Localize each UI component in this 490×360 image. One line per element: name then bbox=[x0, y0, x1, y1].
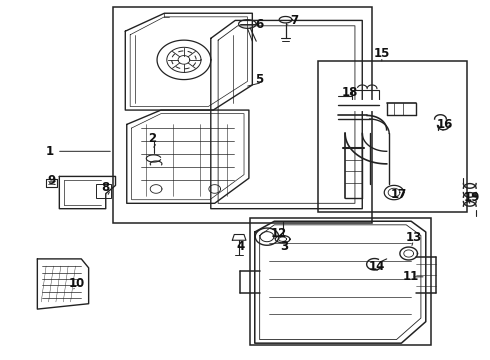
Bar bbox=[352, 90, 379, 101]
Bar bbox=[96, 184, 111, 198]
Text: 5: 5 bbox=[255, 73, 264, 86]
Text: 8: 8 bbox=[101, 181, 110, 194]
Text: 13: 13 bbox=[405, 231, 422, 244]
Text: 4: 4 bbox=[236, 240, 244, 253]
Text: 15: 15 bbox=[373, 47, 390, 60]
Text: 17: 17 bbox=[391, 188, 407, 201]
Text: 6: 6 bbox=[255, 18, 264, 31]
Bar bbox=[113, 7, 372, 223]
Text: 3: 3 bbox=[280, 240, 288, 253]
Text: 14: 14 bbox=[369, 260, 385, 273]
Text: 18: 18 bbox=[342, 86, 358, 99]
Text: 12: 12 bbox=[271, 227, 287, 240]
Text: 1: 1 bbox=[46, 145, 53, 158]
Bar bbox=[318, 61, 467, 212]
Text: 9: 9 bbox=[48, 174, 56, 186]
Text: 7: 7 bbox=[290, 14, 298, 27]
Text: 19: 19 bbox=[464, 192, 480, 204]
Bar bbox=[250, 218, 431, 345]
Text: 11: 11 bbox=[403, 270, 419, 283]
Text: 2: 2 bbox=[148, 132, 156, 145]
Text: 16: 16 bbox=[437, 118, 454, 131]
Text: 10: 10 bbox=[68, 278, 85, 291]
